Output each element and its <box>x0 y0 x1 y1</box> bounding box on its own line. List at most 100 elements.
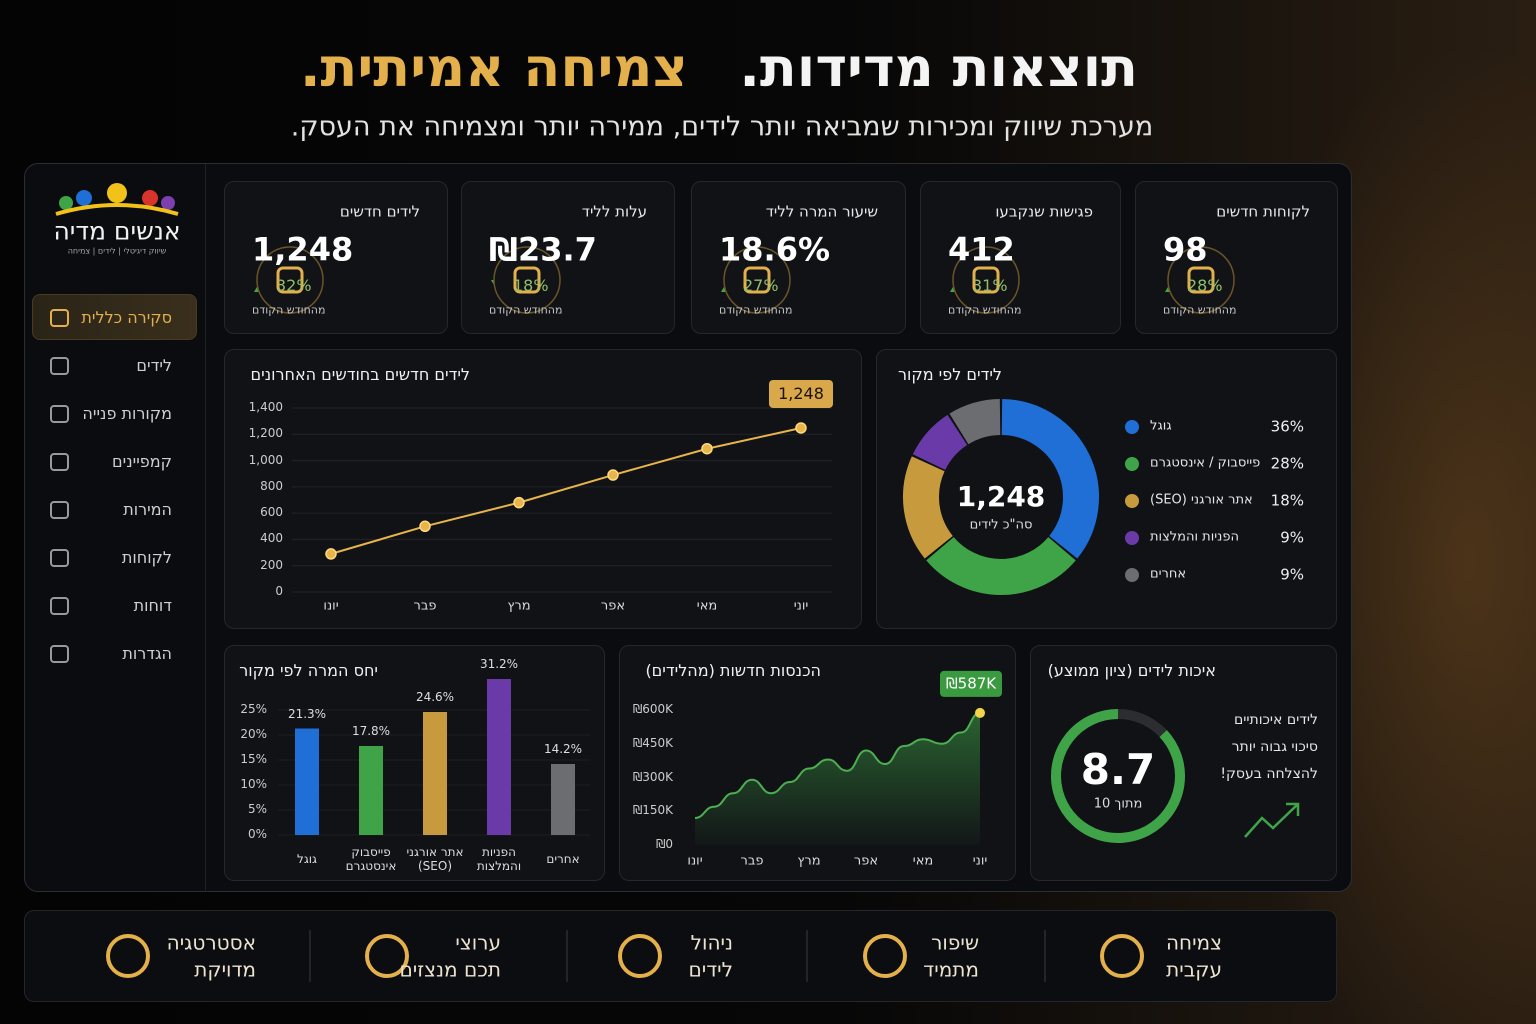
value-label: ₪587K <box>945 674 997 693</box>
kpi-icon-ring <box>723 246 791 314</box>
kpi-icon-ring <box>493 246 561 314</box>
y-tick-label: ₪450K <box>632 735 673 750</box>
kpi-caption: מהחודש הקודם <box>252 303 326 317</box>
nav-icon <box>50 357 69 375</box>
value-label: 21.3% <box>287 706 327 721</box>
feature-text: ערוצי <box>455 930 501 955</box>
chart-title: לידים לפי מקור <box>897 364 1002 384</box>
point <box>607 469 619 481</box>
line-card <box>224 349 862 629</box>
feature-icon <box>863 934 907 978</box>
nav-icon <box>50 645 69 663</box>
x-tick-label: אתר אורגני (SEO) <box>406 845 464 873</box>
quality-text: להצלחה בעסק! <box>1220 765 1318 782</box>
x-tick-label: יונו <box>323 598 339 614</box>
y-tick-label: ₪0 <box>655 837 673 852</box>
nav-item: מקורות פנייה <box>82 403 172 423</box>
x-tick-label: אפר <box>600 598 626 614</box>
bar <box>295 728 319 835</box>
quality-caption: מתוך 10 <box>1093 796 1143 812</box>
feature-text: מדויקת <box>194 957 256 982</box>
y-tick-label: 800 <box>260 478 283 493</box>
donut-center-caption: סה"כ לידים <box>969 517 1033 533</box>
logo-tagline: שיווק דיגיטלי | לידים | צמיחה <box>67 246 167 256</box>
feature-text: אסטרטגיה <box>166 930 256 955</box>
kpi-change: 18% <box>513 275 549 295</box>
y-tick-label: 400 <box>260 531 283 546</box>
x-tick-label: יוני <box>972 853 988 869</box>
kpi-title: עלות לליד <box>581 202 647 221</box>
kpi-icon <box>743 266 771 294</box>
kpi-caption: מהחודש הקודם <box>489 303 563 317</box>
kpi-icon <box>972 266 1000 294</box>
kpi-icon <box>1187 266 1215 294</box>
kpi-icon-ring <box>1167 246 1235 314</box>
title-accent: צמיחה אמיתית. <box>300 35 688 99</box>
point <box>795 422 807 434</box>
value-label: 14.2% <box>543 742 583 757</box>
kpi-card <box>461 181 675 334</box>
feature-icon <box>365 934 409 978</box>
kpi-card <box>691 181 906 334</box>
kpi-change: 28% <box>1187 275 1223 295</box>
area-line <box>694 711 981 819</box>
y-tick-label: 600 <box>260 505 283 520</box>
feature-text: ניהול <box>690 930 733 955</box>
bar <box>487 679 511 835</box>
kpi-change: 27% <box>743 275 779 295</box>
legend-label: אתר אורגני (SEO) <box>1150 492 1253 508</box>
value-label: 31.2% <box>479 657 519 672</box>
x-tick-label: אפר <box>853 853 879 869</box>
x-tick-label: מרץ <box>507 598 531 614</box>
nav-icon <box>50 453 69 471</box>
bar <box>359 746 383 835</box>
chart-title: הכנסות חדשות (מהלידים) <box>645 660 821 680</box>
legend-swatch <box>1125 531 1139 545</box>
feature-text: עקבית <box>1166 957 1222 982</box>
logo-mark <box>55 183 179 216</box>
kpi-card <box>920 181 1121 334</box>
subtitle: מערכת שיווק ומכירות שמביאה יותר לידים, מ… <box>290 111 1154 143</box>
kpi-value: 412 <box>948 230 1015 269</box>
nav-item: סקירה כללית <box>81 307 172 327</box>
point <box>419 520 431 533</box>
value-label: 36% <box>1270 417 1304 436</box>
value-label: 9% <box>1280 565 1304 584</box>
nav-item: דוחות <box>133 595 172 615</box>
kpi-title: שיעור המרה לליד <box>765 202 878 221</box>
kpi-icon-ring <box>952 246 1020 314</box>
feature-text: שיפור <box>931 930 979 955</box>
area-fill <box>695 712 980 845</box>
donut-center-value: 1,248 <box>956 479 1046 513</box>
legend-swatch <box>1125 494 1139 508</box>
legend-swatch <box>1125 420 1139 434</box>
title-main: תוצאות מדידות. <box>739 35 1138 99</box>
kpi-value: ₪23.7 <box>489 230 597 269</box>
sidebar-divider <box>205 164 206 891</box>
gauge-arc <box>1051 709 1185 843</box>
trend-icon <box>1244 802 1300 838</box>
kpi-title: לידים חדשים <box>339 202 420 221</box>
nav-item: קמפיינים <box>112 451 172 471</box>
kpi-card <box>1135 181 1338 334</box>
nav-icon <box>50 501 69 519</box>
kpi-caption: מהחודש הקודם <box>948 303 1022 317</box>
value-label: 1,248 <box>778 383 824 403</box>
y-tick-label: ₪150K <box>632 803 673 818</box>
legend-label: פייסבוק / אינסטגרם <box>1150 455 1261 471</box>
value-label: 9% <box>1280 528 1304 547</box>
kpi-change: 32% <box>276 275 312 295</box>
x-tick-label: מאי <box>912 853 934 869</box>
legend-swatch <box>1125 457 1139 471</box>
feature-icon <box>618 934 662 978</box>
y-tick-label: 20% <box>240 727 267 742</box>
donut-segment <box>903 456 954 559</box>
quality-text: לידים איכותיים <box>1233 711 1318 728</box>
nav-icon <box>50 549 69 567</box>
kpi-icon <box>276 266 304 294</box>
y-tick-label: 1,000 <box>248 452 283 467</box>
bar <box>423 712 447 835</box>
x-tick-label: פייסבוק אינסטגרם <box>345 845 397 873</box>
